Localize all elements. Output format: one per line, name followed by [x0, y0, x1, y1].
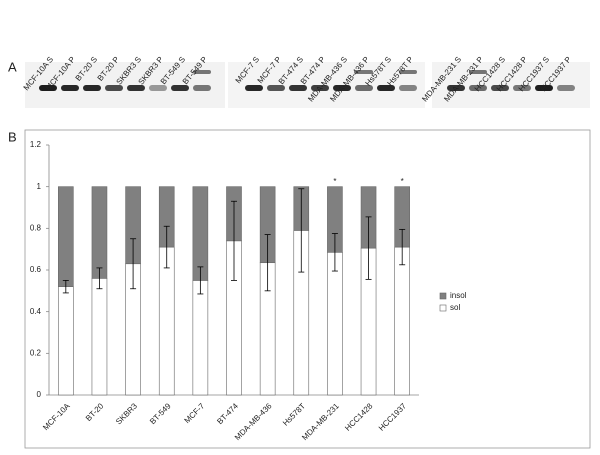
bar-segment [91, 186, 108, 279]
bar-segment [58, 286, 74, 396]
band [355, 70, 373, 74]
x-tick-label: Hs578T [281, 401, 307, 427]
bar-segment [91, 278, 108, 396]
band [399, 85, 417, 91]
band [557, 85, 575, 91]
y-tick-label: 0 [37, 390, 42, 399]
band [311, 85, 329, 91]
x-tick-label: BT-20 [84, 401, 106, 423]
band [469, 85, 487, 91]
band [447, 85, 465, 91]
x-tick-label: BT-549 [148, 401, 173, 426]
band [127, 85, 145, 91]
y-tick-label: 0.6 [30, 265, 42, 274]
bar-segment [158, 246, 175, 396]
band [469, 70, 487, 74]
band [355, 85, 373, 91]
legend-label: insol [450, 291, 467, 300]
band [333, 85, 351, 91]
x-tick-label: BT-474 [215, 401, 240, 426]
band [83, 85, 101, 91]
panel-label: A [8, 59, 17, 74]
band [267, 85, 285, 91]
legend-label: sol [450, 303, 460, 312]
band [193, 70, 211, 74]
band [61, 85, 79, 91]
y-tick-label: 1 [37, 182, 42, 191]
x-tick-label: MCF-7 [183, 401, 207, 425]
band [491, 85, 509, 91]
x-tick-label: HCC1428 [343, 401, 375, 433]
band [39, 85, 57, 91]
band [245, 85, 263, 91]
y-tick-label: 0.2 [30, 348, 42, 357]
band [289, 85, 307, 91]
bar-segment [192, 280, 209, 396]
chart-frame [24, 129, 591, 449]
panel-label: B [8, 129, 17, 144]
bar-segment [394, 246, 410, 396]
bar-segment [192, 186, 209, 281]
blot-strip [25, 62, 225, 108]
band [105, 85, 123, 91]
annotation: * [333, 177, 336, 186]
band [377, 85, 395, 91]
legend-swatch [439, 304, 447, 312]
y-tick-label: 0.8 [30, 223, 42, 232]
bar-segment [58, 186, 74, 287]
band [513, 85, 531, 91]
annotation: * [401, 177, 404, 186]
band [399, 70, 417, 74]
band [171, 85, 189, 91]
legend-swatch [439, 292, 447, 300]
band [535, 85, 553, 91]
y-tick-label: 0.4 [30, 307, 42, 316]
band [193, 85, 211, 91]
blot-strip [228, 62, 425, 108]
bar-segment [327, 251, 343, 396]
x-tick-label: MCF-10A [41, 401, 72, 432]
x-tick-label: HCC1937 [377, 401, 409, 433]
band [149, 85, 167, 91]
x-tick-label: SKBR3 [114, 401, 139, 426]
y-tick-label: 1.2 [30, 140, 42, 149]
